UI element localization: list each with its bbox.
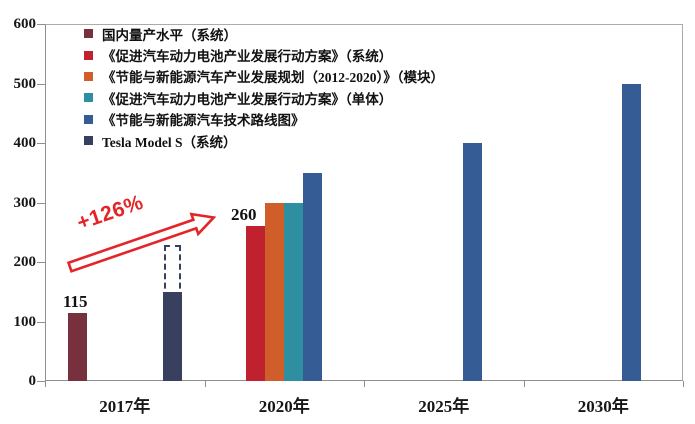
legend-label: 《促进汽车动力电池产业发展行动方案》（系统） — [102, 49, 393, 65]
bar-c1-s4 — [303, 172, 323, 381]
bar-c1-s1 — [246, 226, 266, 381]
legend-swatch — [84, 71, 93, 81]
y-axis-tick-label: 300 — [13, 194, 37, 211]
bar-c1-s2 — [265, 202, 285, 381]
x-axis-tick — [364, 381, 365, 387]
y-axis-tick-label: 200 — [13, 254, 37, 270]
y-axis-tick-label: 500 — [13, 75, 37, 92]
legend-swatch — [84, 114, 93, 124]
legend-item-s5: Tesla Model S（系统） — [84, 130, 444, 151]
dashed-projection-box — [163, 245, 181, 298]
y-axis-tick — [37, 262, 45, 263]
bar-c3-s4 — [622, 83, 642, 381]
bar-c1-s3 — [284, 202, 304, 381]
bar-c0-s0 — [67, 312, 87, 381]
x-axis-tick — [204, 381, 206, 387]
growth-arrow-icon — [66, 212, 217, 273]
y-axis-tick — [37, 321, 45, 323]
y-axis-tick-label: 400 — [13, 135, 37, 151]
x-axis-tick — [683, 381, 684, 387]
y-axis-tick — [37, 143, 45, 144]
bar-c0-s5 — [162, 291, 182, 381]
legend-item-s3: 《促进汽车动力电池产业发展行动方案》（单体） — [84, 87, 444, 108]
legend-swatch — [84, 136, 93, 146]
legend-item-s2: 《节能与新能源汽车产业发展规划（2012-2020）》（模块） — [84, 66, 444, 87]
y-axis-tick-label: 100 — [13, 313, 37, 330]
legend-label: 《节能与新能源汽车产业发展规划（2012-2020）》（模块） — [102, 70, 444, 86]
x-axis-label: 2017年 — [99, 397, 151, 416]
legend-swatch — [84, 93, 93, 103]
y-axis-tick — [37, 83, 45, 85]
legend-item-s1: 《促进汽车动力电池产业发展行动方案》（系统） — [84, 44, 444, 65]
legend-item-s0: 国内量产水平（系统） — [84, 23, 444, 44]
bar-value-label: 115 — [62, 291, 88, 311]
y-axis-tick — [37, 24, 45, 25]
legend-label: 《节能与新能源汽车技术路线图》 — [102, 113, 305, 129]
x-axis-label: 2030年 — [577, 397, 629, 416]
y-axis-tick-label: 600 — [13, 16, 37, 32]
x-axis-tick — [45, 381, 46, 387]
bar-value-label: 260 — [231, 205, 257, 225]
legend-label: 国内量产水平（系统） — [102, 27, 237, 43]
y-axis-tick — [37, 202, 45, 204]
legend-label: Tesla Model S（系统） — [102, 134, 237, 150]
legend-swatch — [84, 29, 93, 39]
x-axis-tick — [523, 381, 525, 387]
y-axis-tick-label: 0 — [28, 373, 37, 389]
legend: 国内量产水平（系统） 《促进汽车动力电池产业发展行动方案》（系统） 《节能与新能源汽… — [84, 23, 444, 151]
x-axis-label: 2025年 — [418, 397, 470, 416]
y-axis-tick — [37, 381, 45, 382]
x-axis-label: 2020年 — [258, 397, 310, 416]
plot-area — [45, 24, 683, 381]
legend-item-s4: 《节能与新能源汽车技术路线图》 — [84, 109, 444, 130]
legend-label: 《促进汽车动力电池产业发展行动方案》（单体） — [102, 91, 393, 107]
bar-c2-s4 — [462, 143, 482, 381]
legend-swatch — [84, 50, 93, 60]
